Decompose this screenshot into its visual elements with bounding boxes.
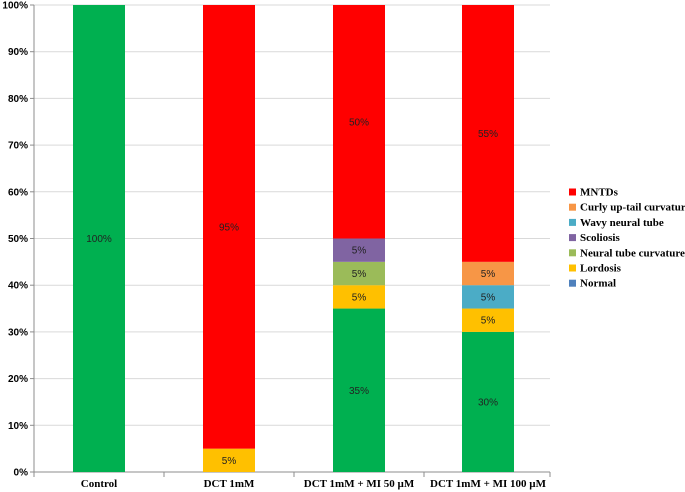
legend-label: Normal [580,278,616,290]
y-tick-label: 80% [8,94,28,105]
bar-segment [203,5,255,449]
data-labels: 100% 5% 95% 35% 5% 5% 5% 50% 30% 5% 5% 5% 55% [86,117,498,467]
legend-label: Wavy neural tube [580,217,664,229]
legend-label: Lordosis [580,263,622,275]
data-label: 5% [352,246,367,257]
y-tick-label: 40% [8,281,28,292]
data-label: 5% [352,292,367,303]
bar-segment [333,261,385,286]
data-label: 55% [478,129,498,140]
bar-segment [333,238,385,262]
y-tick-label: 10% [8,421,28,432]
bar-segment [462,331,514,472]
data-label: 5% [352,269,367,280]
y-tick-label: 30% [8,327,28,338]
x-tick-label: DCT 1mM + MI 50 µM [304,478,415,490]
data-label: 5% [481,269,496,280]
data-label: 5% [481,316,496,327]
y-tick-label: 90% [8,47,28,58]
bar-segment [333,308,385,472]
legend-swatch [569,249,576,257]
y-tick-label: 0% [14,468,29,479]
bar-segment [462,285,514,309]
x-tick-label: DCT 1mM [204,478,255,490]
legend-swatch [569,188,576,196]
legend-swatch [569,203,576,211]
y-tick-label: 100% [2,1,28,12]
legend-label: Curly up-tail curvature [580,202,685,214]
bar-segment [462,261,514,286]
legend-swatch [569,264,576,272]
bar-segment [333,285,385,309]
data-label: 95% [219,222,239,233]
bar-segment [203,448,255,472]
data-label: 35% [349,386,369,397]
legend-swatch [569,218,576,226]
legend: MNTDs Curly up-tail curvature Wavy neural … [569,187,685,290]
data-label: 5% [222,456,237,467]
y-tick-label: 70% [8,141,28,152]
bar-segment [333,5,385,239]
legend-swatch [569,279,576,287]
data-label: 50% [349,117,369,128]
legend-label: Scoliosis [580,232,620,244]
bar-segment [462,5,514,262]
data-label: 100% [86,234,112,245]
x-tick-label: Control [81,478,117,490]
x-tick-label: DCT 1mM + MI 100 µM [430,478,547,490]
bar-segment [73,5,125,472]
y-tick-label: 20% [8,374,28,385]
bar-segment [462,308,514,332]
y-tick-label: 60% [8,187,28,198]
data-label: 5% [481,292,496,303]
y-tick-label: 50% [8,234,28,245]
legend-swatch [569,234,576,242]
bars [73,5,514,472]
data-label: 30% [478,397,498,408]
legend-label: MNTDs [580,187,619,199]
axes: 0% 10% 20% 30% 40% 50% 60% 70% 80% 90% 100% Control… [2,1,551,490]
legend-label: Neural tube curvature [580,247,685,259]
